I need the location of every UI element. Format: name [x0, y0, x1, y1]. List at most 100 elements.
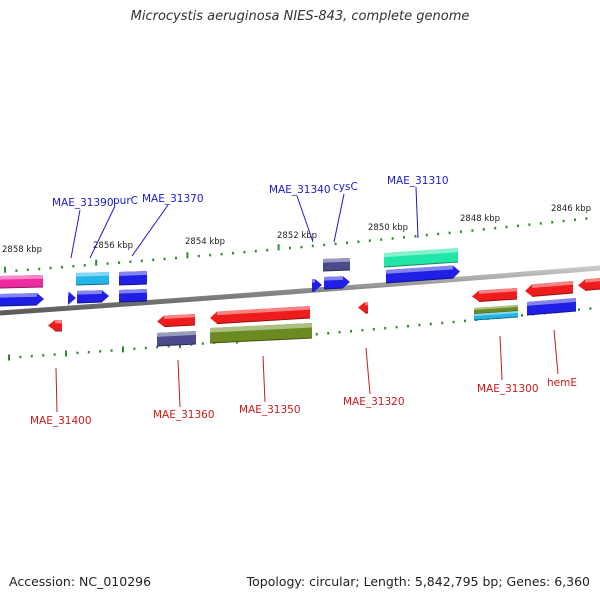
tick-mark — [460, 230, 462, 233]
scale-label: 2856 kbp — [93, 241, 133, 251]
tick-mark — [395, 325, 398, 329]
tick-mark — [209, 253, 212, 257]
tick-mark — [323, 243, 326, 247]
gene-label: purC — [113, 195, 138, 207]
tick-mark — [315, 332, 318, 336]
tick-mark — [129, 260, 132, 263]
tick-mark — [361, 329, 364, 332]
tick-mark — [578, 308, 580, 311]
tick-mark — [26, 268, 29, 271]
tick-mark — [175, 256, 177, 260]
scale-label: 2850 kbp — [368, 223, 408, 233]
gene-feature — [118, 271, 148, 286]
gene-feature — [525, 281, 574, 297]
gene-feature — [210, 306, 311, 325]
leader-line — [262, 355, 266, 403]
leader-line — [333, 193, 345, 243]
tick-mark — [300, 245, 303, 249]
gene-feature — [578, 278, 600, 291]
leader-line — [177, 359, 181, 408]
leader-line — [70, 209, 81, 259]
tick-mark — [448, 231, 451, 235]
tick-mark — [517, 224, 519, 228]
top-gene-labels: MAE_31390 purC MAE_31370 MAE_31340 cysC … — [52, 175, 449, 209]
gene-feature — [473, 311, 519, 321]
gene-label: MAE_31320 — [343, 396, 405, 408]
tick-mark — [106, 262, 109, 265]
tick-mark — [65, 350, 67, 357]
tick-mark — [425, 233, 428, 237]
gene-label: cysC — [333, 181, 358, 193]
tick-mark — [140, 259, 143, 263]
tick-mark — [380, 238, 383, 241]
leader-line — [553, 329, 559, 375]
tick-mark — [368, 239, 371, 242]
bottom-gene-labels: MAE_31400 MAE_31360 MAE_31350 MAE_31320 … — [30, 377, 577, 427]
tick-mark — [471, 229, 474, 232]
tick-mark — [391, 237, 394, 240]
tick-mark — [4, 266, 6, 273]
tick-mark — [414, 235, 417, 238]
gene-label: MAE_31390 — [52, 197, 114, 209]
gene-feature — [472, 288, 518, 303]
accession-label: Accession: NC_010296 — [9, 574, 152, 589]
tick-mark — [186, 252, 189, 259]
tick-mark — [220, 252, 223, 256]
tick-mark — [277, 244, 280, 251]
tick-mark — [197, 254, 200, 258]
tick-mark — [118, 261, 120, 264]
tick-mark — [243, 250, 246, 254]
gene-label: MAE_31400 — [30, 415, 92, 427]
gene-feature — [358, 302, 368, 314]
gene-feature — [156, 331, 197, 347]
gene-feature — [75, 272, 110, 286]
tick-mark — [144, 346, 147, 350]
gene-feature — [312, 279, 322, 292]
tick-mark — [407, 324, 409, 328]
gene-features — [0, 248, 600, 347]
leader-line — [89, 205, 116, 259]
scale-label: 2846 kbp — [551, 204, 591, 214]
tick-mark — [464, 319, 466, 323]
tick-mark — [482, 228, 485, 231]
tick-mark — [19, 355, 22, 359]
gene-feature — [383, 248, 459, 268]
outer-tick-track — [4, 217, 588, 273]
tick-mark — [585, 217, 588, 220]
leader-line — [296, 195, 314, 243]
tick-mark — [311, 244, 314, 248]
scale-label: 2854 kbp — [185, 237, 225, 247]
tick-mark — [452, 320, 455, 324]
tick-mark — [156, 345, 159, 349]
tick-mark — [201, 342, 204, 345]
tick-mark — [346, 241, 348, 244]
tick-mark — [15, 269, 18, 272]
tick-mark — [61, 265, 63, 269]
tick-mark — [551, 221, 554, 224]
tick-mark — [494, 226, 497, 230]
tick-mark — [528, 223, 531, 226]
leader-line — [499, 335, 503, 381]
tick-mark — [574, 218, 576, 221]
gene-feature — [68, 292, 76, 305]
tick-mark — [338, 331, 341, 334]
scale-label: 2848 kbp — [460, 214, 500, 224]
tick-mark — [87, 350, 90, 354]
tick-mark — [334, 242, 337, 246]
tick-mark — [403, 236, 405, 239]
tick-mark — [266, 248, 269, 252]
tick-mark — [254, 249, 257, 253]
leader-line — [365, 347, 371, 395]
tick-mark — [30, 354, 33, 358]
gene-label: MAE_31310 — [387, 175, 449, 187]
tick-mark — [167, 345, 170, 348]
leader-line — [415, 186, 419, 239]
tick-mark — [163, 257, 166, 261]
leader-line — [131, 204, 169, 257]
label-leaders — [55, 186, 559, 413]
gene-feature — [0, 293, 44, 307]
gene-feature — [209, 323, 313, 344]
tick-mark — [350, 330, 352, 333]
tick-mark — [38, 267, 41, 271]
tick-mark — [429, 322, 432, 326]
